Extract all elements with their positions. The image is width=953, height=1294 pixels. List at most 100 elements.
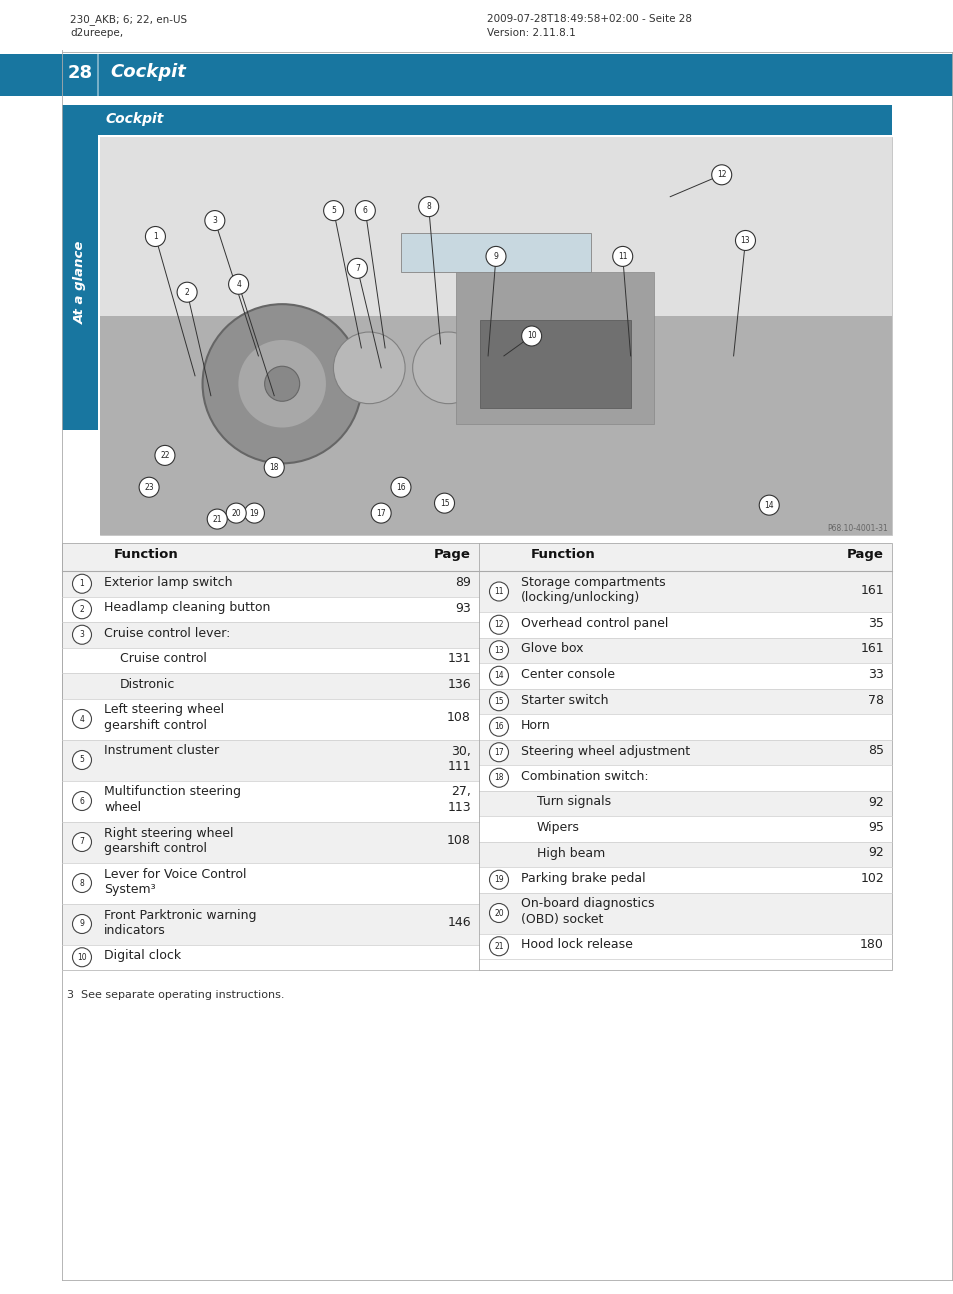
Bar (478, 688, 891, 714)
Text: Headlamp cleaning button: Headlamp cleaning button (104, 602, 270, 615)
Circle shape (72, 625, 91, 644)
Text: 19: 19 (494, 875, 503, 884)
Bar (62, 699, 478, 739)
Circle shape (489, 692, 508, 710)
Text: Cockpit: Cockpit (106, 113, 164, 126)
Circle shape (264, 366, 299, 401)
Text: 89: 89 (455, 576, 471, 589)
Text: Starter switch: Starter switch (520, 694, 608, 707)
Text: 131: 131 (447, 652, 471, 665)
Text: 92: 92 (867, 796, 883, 809)
Circle shape (72, 792, 91, 810)
Text: 14: 14 (763, 501, 773, 510)
Circle shape (489, 615, 508, 634)
Circle shape (489, 582, 508, 600)
Bar (478, 571, 891, 612)
Text: System³: System³ (104, 883, 155, 895)
Circle shape (72, 832, 91, 851)
Circle shape (244, 503, 264, 523)
Text: Page: Page (846, 547, 883, 562)
Text: 4: 4 (236, 280, 241, 289)
Text: Storage compartments: Storage compartments (520, 576, 665, 589)
Text: Right steering wheel: Right steering wheel (104, 827, 233, 840)
Text: 35: 35 (867, 617, 883, 630)
Text: 23: 23 (144, 483, 153, 492)
Text: 10: 10 (526, 331, 536, 340)
Text: 2: 2 (185, 287, 190, 296)
Circle shape (485, 246, 505, 267)
Text: 14: 14 (494, 672, 503, 681)
Text: 230_AKB; 6; 22, en-US: 230_AKB; 6; 22, en-US (70, 14, 187, 25)
Circle shape (154, 445, 174, 466)
Text: 93: 93 (455, 602, 471, 615)
Text: 17: 17 (375, 509, 386, 518)
Circle shape (391, 477, 411, 497)
Circle shape (72, 915, 91, 933)
Text: 10: 10 (77, 952, 87, 961)
Text: Instrument cluster: Instrument cluster (104, 744, 219, 757)
Text: 78: 78 (867, 694, 883, 707)
Circle shape (355, 201, 375, 221)
Text: 6: 6 (79, 797, 85, 805)
Circle shape (72, 599, 91, 619)
Circle shape (226, 503, 246, 523)
Text: 16: 16 (395, 483, 405, 492)
Text: Function: Function (113, 547, 178, 562)
Circle shape (139, 477, 159, 497)
Text: 21: 21 (494, 942, 503, 951)
Bar (478, 817, 891, 841)
Text: 95: 95 (867, 820, 883, 835)
Text: 30,: 30, (451, 744, 471, 757)
Text: 12: 12 (717, 171, 725, 180)
Text: 8: 8 (79, 879, 84, 888)
Bar (62, 543, 891, 571)
Circle shape (489, 937, 508, 956)
Bar (62, 105, 891, 135)
Circle shape (202, 304, 361, 463)
Text: Distronic: Distronic (120, 678, 175, 691)
Text: 1: 1 (152, 232, 157, 241)
Text: 108: 108 (447, 712, 471, 725)
Text: 2: 2 (79, 604, 84, 613)
Text: 102: 102 (860, 872, 883, 885)
Circle shape (264, 457, 284, 477)
Text: Exterior lamp switch: Exterior lamp switch (104, 576, 233, 589)
Text: 27,: 27, (451, 785, 471, 798)
Circle shape (145, 226, 165, 246)
Circle shape (759, 496, 779, 515)
Text: 15: 15 (439, 498, 449, 507)
Bar (478, 739, 891, 765)
Bar (478, 663, 891, 688)
Circle shape (323, 201, 343, 221)
Text: Combination switch:: Combination switch: (520, 770, 648, 783)
Circle shape (177, 282, 197, 303)
Bar (478, 612, 891, 638)
Circle shape (418, 197, 438, 216)
Text: Cruise control lever:: Cruise control lever: (104, 628, 230, 641)
Circle shape (229, 274, 249, 294)
Text: gearshift control: gearshift control (104, 842, 207, 855)
Bar (62, 903, 478, 945)
Bar (478, 867, 891, 893)
Bar (62, 945, 478, 970)
Bar (478, 638, 891, 663)
Bar (62, 597, 478, 622)
Text: 21: 21 (213, 515, 222, 524)
Bar (0, 54, 953, 96)
Text: Parking brake pedal: Parking brake pedal (520, 872, 645, 885)
Circle shape (205, 211, 225, 230)
Text: 18: 18 (269, 463, 278, 472)
Circle shape (72, 751, 91, 770)
Circle shape (371, 503, 391, 523)
Text: (locking/unlocking): (locking/unlocking) (520, 591, 639, 604)
Text: (OBD) socket: (OBD) socket (520, 914, 602, 927)
Circle shape (489, 641, 508, 660)
Text: 2009-07-28T18:49:58+02:00 - Seite 28: 2009-07-28T18:49:58+02:00 - Seite 28 (486, 14, 691, 25)
Circle shape (489, 903, 508, 923)
Bar (478, 791, 891, 817)
Text: 7: 7 (79, 837, 85, 846)
Text: indicators: indicators (104, 924, 166, 937)
Text: 136: 136 (447, 678, 471, 691)
Text: 113: 113 (447, 801, 471, 814)
Bar (62, 863, 478, 903)
